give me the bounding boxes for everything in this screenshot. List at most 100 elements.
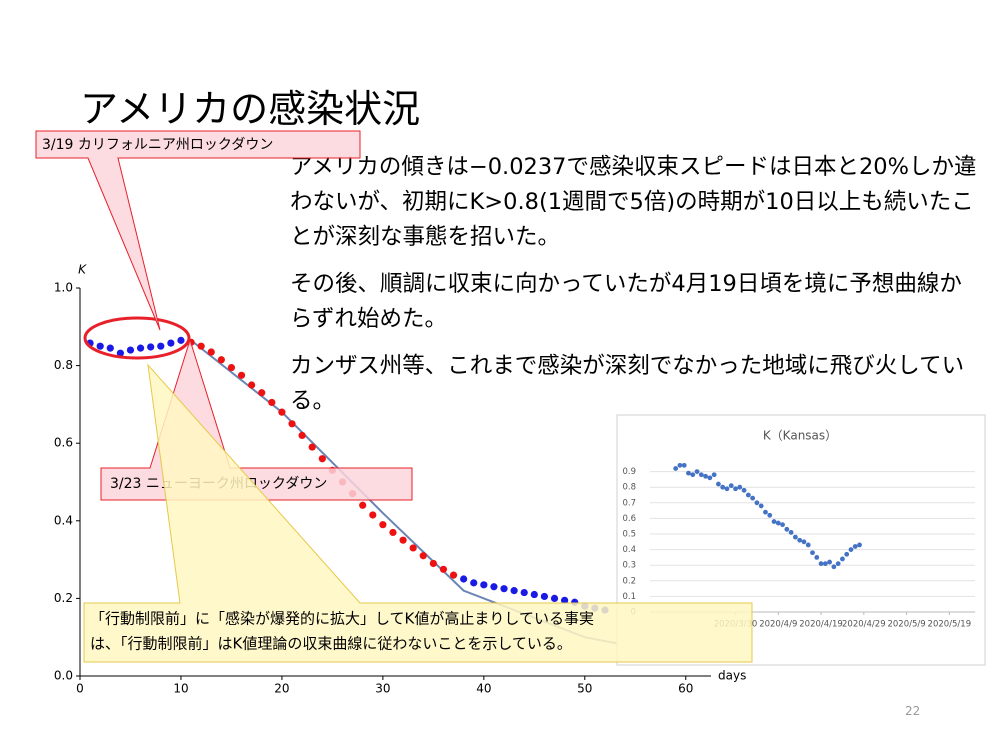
point: [750, 495, 756, 501]
point: [147, 343, 155, 351]
y-tick-label: 0.3: [622, 561, 636, 571]
point: [298, 431, 306, 440]
y-tick-label: 0.8: [54, 358, 73, 372]
point: [831, 564, 837, 570]
y-tick-label: 0.4: [54, 513, 73, 527]
point: [827, 559, 833, 565]
x-axis-label: days: [718, 669, 746, 683]
point: [707, 475, 713, 481]
point: [480, 581, 488, 589]
y-tick-label: 0.8: [622, 483, 636, 493]
y-tick-label: 0.1: [622, 592, 636, 602]
point: [745, 492, 751, 498]
point: [814, 555, 820, 560]
point: [677, 462, 683, 468]
point: [500, 585, 508, 593]
point: [157, 342, 165, 350]
point: [449, 571, 458, 579]
point: [106, 344, 114, 352]
point: [177, 336, 185, 344]
point: [686, 470, 691, 476]
point: [724, 486, 730, 492]
paragraph: カンザス州等、これまで感染が深刻でなかった地域に飛び火している。: [290, 353, 965, 414]
y-tick-label: 0.6: [54, 436, 73, 450]
point: [96, 342, 104, 350]
y-tick-label: 0.5: [622, 530, 636, 540]
point: [126, 346, 135, 354]
point: [136, 344, 145, 352]
point: [792, 534, 798, 540]
point: [711, 472, 717, 478]
point: [844, 551, 850, 557]
paragraph: その後、順調に収束に向かっていたが4月19日頃を境に予想曲線からずれ始めた。: [290, 271, 962, 332]
x-tick-label: 2020/4/29: [842, 620, 886, 630]
point: [399, 536, 407, 544]
point: [258, 389, 266, 397]
point: [490, 583, 498, 591]
y-tick-label: 0.9: [622, 467, 636, 477]
point: [758, 503, 764, 509]
point: [237, 371, 246, 379]
point: [673, 466, 679, 471]
y-tick-label: 1.0: [54, 281, 73, 295]
callout-text: 「行動制限前」に「感染が爆発的に拡大」してK値が高止まりしている事実: [90, 610, 594, 628]
x-tick-label: 10: [173, 682, 188, 696]
point: [116, 349, 124, 357]
point: [318, 455, 326, 463]
x-tick-label: 2020/5/19: [928, 620, 972, 630]
point: [308, 443, 316, 451]
point: [818, 561, 824, 567]
point: [694, 469, 700, 474]
x-tick-label: 2020/4/9: [759, 620, 797, 630]
point: [288, 420, 296, 428]
point: [835, 561, 841, 567]
point: [379, 521, 387, 529]
point: [278, 408, 286, 416]
y-tick-label: 0.4: [622, 545, 636, 555]
y-tick-label: 0.6: [622, 514, 636, 524]
x-tick-label: 2020/4/19: [799, 620, 843, 630]
x-tick-label: 60: [678, 682, 693, 696]
point: [409, 544, 417, 552]
point: [775, 520, 781, 526]
point: [698, 472, 704, 478]
point: [248, 381, 256, 389]
point: [167, 339, 175, 347]
point: [359, 501, 367, 509]
page-number: 22: [905, 704, 921, 718]
point: [703, 473, 708, 479]
point: [520, 588, 528, 597]
point: [728, 483, 734, 489]
point: [788, 530, 794, 535]
callout-box: [35, 130, 361, 331]
x-tick-label: 20: [274, 682, 289, 696]
x-tick-label: 2020/5/9: [887, 620, 925, 630]
point: [805, 542, 811, 548]
point: [784, 526, 790, 532]
inset-title: K（Kansas）: [763, 429, 837, 443]
point: [822, 561, 828, 567]
x-tick-label: 50: [577, 682, 592, 696]
point: [268, 398, 276, 407]
point: [530, 590, 538, 599]
point: [460, 575, 468, 583]
point: [227, 363, 236, 372]
point: [389, 528, 397, 537]
y-tick-label: 0.2: [622, 576, 636, 586]
point: [720, 484, 726, 490]
point: [840, 556, 845, 562]
point: [741, 487, 747, 493]
point: [797, 537, 803, 543]
point: [561, 596, 569, 604]
point: [197, 342, 205, 350]
point: [510, 587, 518, 595]
point: [369, 511, 377, 519]
point: [810, 550, 815, 556]
point: [848, 547, 854, 552]
point: [550, 594, 559, 603]
point: [439, 565, 448, 573]
callout-box: [83, 363, 753, 663]
point: [780, 522, 785, 528]
callout-text: 3/19 カリフォルニア州ロックダウン: [42, 137, 273, 153]
point: [771, 519, 777, 524]
